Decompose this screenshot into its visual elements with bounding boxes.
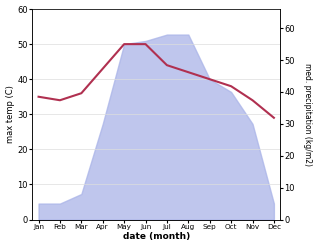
Y-axis label: max temp (C): max temp (C): [5, 85, 15, 143]
Y-axis label: med. precipitation (kg/m2): med. precipitation (kg/m2): [303, 63, 313, 166]
X-axis label: date (month): date (month): [123, 232, 190, 242]
